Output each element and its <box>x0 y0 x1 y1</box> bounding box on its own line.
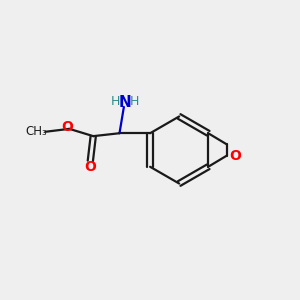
Text: N: N <box>118 95 131 110</box>
Text: H: H <box>129 95 139 108</box>
Text: O: O <box>61 120 73 134</box>
Text: CH₃: CH₃ <box>25 125 47 138</box>
Text: O: O <box>229 149 241 164</box>
Text: H: H <box>111 95 120 108</box>
Text: O: O <box>84 160 96 174</box>
